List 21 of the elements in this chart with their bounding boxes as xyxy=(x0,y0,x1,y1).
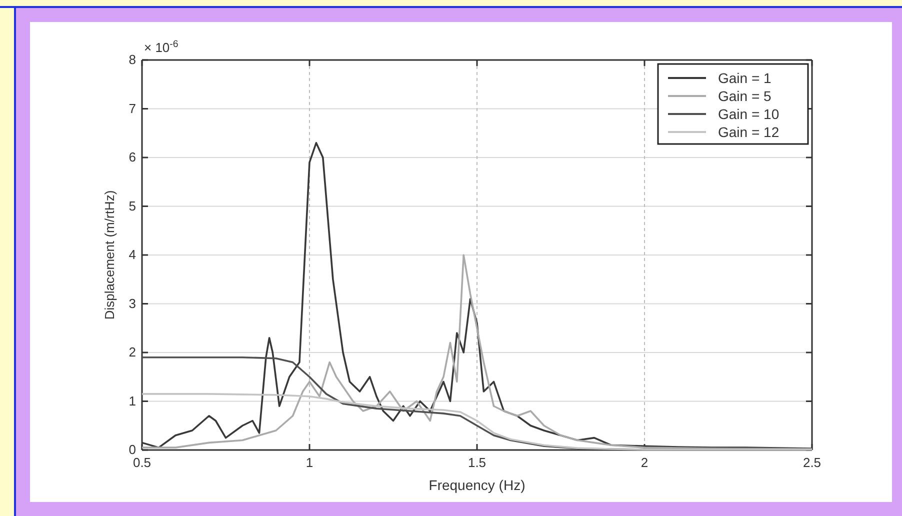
x-axis-title: Frequency (Hz) xyxy=(428,477,526,493)
y-tick-label: 2 xyxy=(128,344,136,360)
x-tick-label: 1.5 xyxy=(468,455,486,470)
y-tick-label: 4 xyxy=(128,247,136,262)
y-tick-label: 7 xyxy=(128,100,136,116)
legend-label: Gain = 1 xyxy=(718,70,772,86)
x-tick-label: 2 xyxy=(640,455,648,470)
legend-label: Gain = 5 xyxy=(718,88,772,104)
y-axis-title: Displacement (m/rtHz) xyxy=(102,190,117,320)
x-tick-label: 2.5 xyxy=(802,455,822,470)
y-tick-label: 0 xyxy=(128,442,136,458)
y-tick-label: 3 xyxy=(128,296,136,311)
text: × 10$^{-6}$ xyxy=(144,38,178,55)
y-tick-label: 6 xyxy=(128,150,136,165)
y-tick-label: 5 xyxy=(128,198,136,214)
y-tick-label: 8 xyxy=(128,52,136,68)
x-tick-label: 1 xyxy=(306,455,314,470)
y-tick-label: 1 xyxy=(128,393,136,408)
legend-label: Gain = 10 xyxy=(718,106,780,122)
legend-label: Gain = 12 xyxy=(718,124,780,140)
x-tick-label: 0.5 xyxy=(132,455,152,470)
